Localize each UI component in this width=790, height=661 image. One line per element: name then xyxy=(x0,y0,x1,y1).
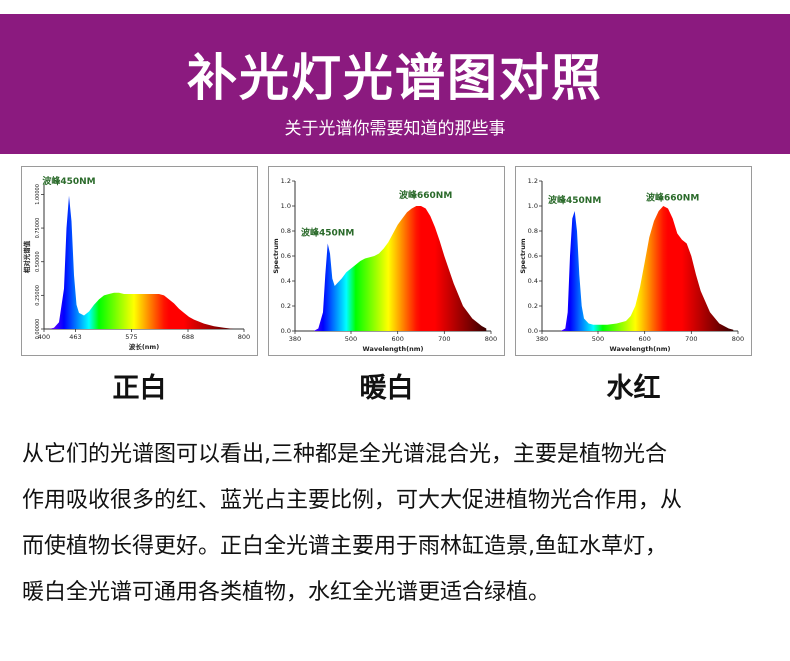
x-tick-label: 600 xyxy=(638,335,650,343)
y-tick-label: 0.0 xyxy=(528,327,538,335)
peak-annotation: 波峰660NM xyxy=(399,189,452,201)
y-tick-label: 0.6 xyxy=(281,252,291,260)
y-tick-label: 0.4 xyxy=(528,277,538,285)
description-text: 从它们的光谱图可以看出,三种都是全光谱混合光，主要是植物光合 作用吸收很多的红、… xyxy=(22,432,772,616)
y-tick-label: 0.50000 xyxy=(35,251,41,272)
y-tick-label: 0.25000 xyxy=(35,285,41,306)
peak-annotation: 波峰450NM xyxy=(548,194,601,206)
chart-nuanbai: 380 500 600 700 800 0.0 0.2 0.4 0.6 0.8 1.0 1.2 Wave… xyxy=(268,166,505,356)
spectrum-chart-shuihong: 380 500 600 700 800 0.0 0.2 0.4 0.6 0.8 1.0 1.2 Wave… xyxy=(519,177,744,353)
x-tick-label: 400 xyxy=(38,333,50,341)
peak-annotation: 波峰660NM xyxy=(646,192,699,204)
spectrum-chart-nuanbai: 380 500 600 700 800 0.0 0.2 0.4 0.6 0.8 1.0 1.2 Wave… xyxy=(272,177,497,353)
page-title: 补光灯光谱图对照 xyxy=(187,49,603,107)
y-tick-label: 0.8 xyxy=(281,227,291,235)
y-tick-label: 0.4 xyxy=(281,277,291,285)
x-tick-label: 688 xyxy=(182,333,194,341)
y-tick-label: 1.2 xyxy=(528,177,538,185)
x-axis-label: Wavelength(nm) xyxy=(610,345,671,353)
x-axis-label: Wavelength(nm) xyxy=(363,345,424,353)
y-tick-label: 1.0 xyxy=(281,202,291,210)
spectrum-chart-zhengbai: 400 463 575 688 800 0.00000 0.25000 0.50000 0.75… xyxy=(22,175,250,351)
caption-zhengbai: 正白 xyxy=(112,373,167,404)
x-tick-label: 500 xyxy=(592,335,604,343)
x-tick-label: 800 xyxy=(485,335,497,343)
caption-shuihong: 水红 xyxy=(606,373,661,404)
x-tick-label: 380 xyxy=(536,335,548,343)
y-tick-label: 0.6 xyxy=(528,252,538,260)
y-tick-label: 0.75000 xyxy=(35,218,41,239)
x-tick-label: 380 xyxy=(289,335,301,343)
y-tick-label: 1.00000 xyxy=(35,184,41,205)
y-tick-label: 0.8 xyxy=(528,227,538,235)
spectrum-series-area xyxy=(313,206,487,331)
x-tick-label: 575 xyxy=(125,333,137,341)
x-tick-label: 463 xyxy=(69,333,81,341)
y-tick-label: 0.00000 xyxy=(35,319,41,340)
x-tick-label: 700 xyxy=(685,335,697,343)
peak-annotation: 波峰450NM xyxy=(42,175,95,187)
y-tick-label: 0.2 xyxy=(528,302,538,310)
y-tick-label: 0.2 xyxy=(281,302,291,310)
page-subtitle: 关于光谱你需要知道的那些事 xyxy=(284,119,506,139)
x-axis-label: 波长(nm) xyxy=(129,342,159,351)
y-axis-label: 相对光谱值 xyxy=(22,240,31,273)
description-line: 而使植物长得更好。正白全光谱主要用于雨林缸造景,鱼缸水草灯， xyxy=(22,534,667,559)
y-tick-label: 0.0 xyxy=(281,327,291,335)
y-tick-label: 1.2 xyxy=(281,177,291,185)
y-axis-label: Spectrum xyxy=(519,238,527,274)
chart-shuihong: 380 500 600 700 800 0.0 0.2 0.4 0.6 0.8 1.0 1.2 Wave… xyxy=(515,166,752,356)
chart-zhengbai: 400 463 575 688 800 0.00000 0.25000 0.50000 0.75… xyxy=(21,166,258,356)
y-axis-label: Spectrum xyxy=(272,238,280,274)
header-banner: 补光灯光谱图对照 关于光谱你需要知道的那些事 xyxy=(0,14,790,154)
caption-nuanbai: 暖白 xyxy=(359,373,414,404)
description-line: 暖白全光谱可通用各类植物，水红全光谱更适合绿植。 xyxy=(22,580,551,605)
description-line: 从它们的光谱图可以看出,三种都是全光谱混合光，主要是植物光合 xyxy=(22,442,667,467)
peak-annotation: 波峰450NM xyxy=(301,227,354,239)
x-tick-label: 800 xyxy=(732,335,744,343)
x-tick-label: 800 xyxy=(238,333,250,341)
description-line: 作用吸收很多的红、蓝光占主要比例，可大大促进植物光合作用，从 xyxy=(22,488,683,513)
spectrum-series-area xyxy=(560,206,734,331)
spectrum-series-area xyxy=(49,195,234,329)
x-tick-label: 600 xyxy=(391,335,403,343)
x-tick-label: 700 xyxy=(438,335,450,343)
y-tick-label: 1.0 xyxy=(528,202,538,210)
x-tick-label: 500 xyxy=(345,335,357,343)
